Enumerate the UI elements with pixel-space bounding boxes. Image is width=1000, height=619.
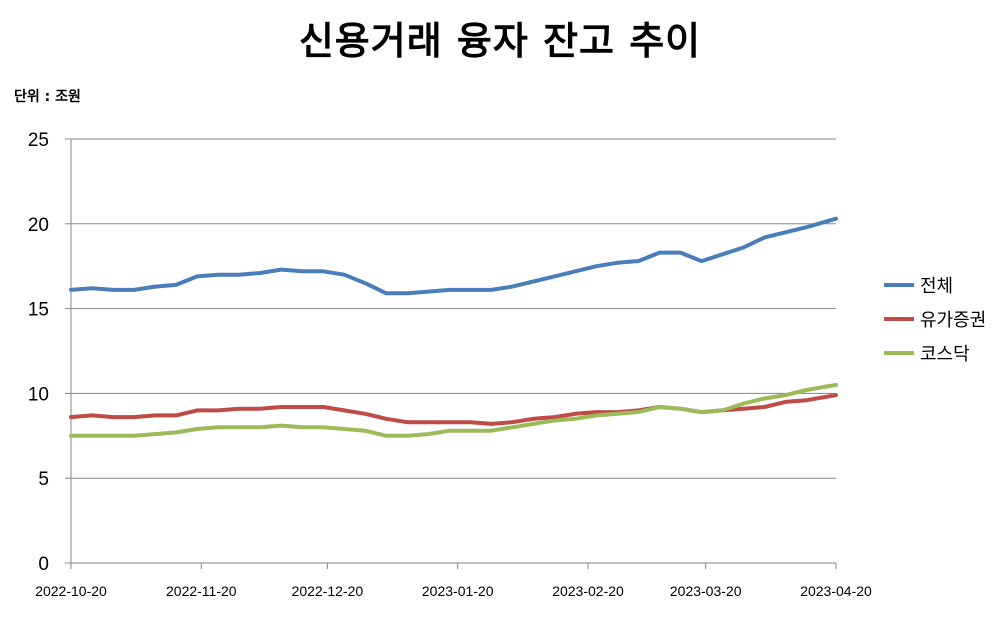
legend: 전체 유가증권 코스닥 (884, 268, 986, 370)
series-lines (69, 216, 838, 438)
chart-title: 신용거래 융자 잔고 추이 (298, 19, 702, 63)
unit-label: 단위 : 조원 (14, 89, 81, 105)
legend-swatch-kosdaq (884, 351, 914, 355)
legend-item-kosdaq: 코스닥 (884, 336, 986, 370)
y-tick-label: 15 (28, 300, 49, 321)
legend-item-total: 전체 (884, 268, 986, 302)
legend-item-kospi: 유가증권 (884, 302, 986, 336)
x-tick-label: 2023-03-20 (670, 583, 742, 599)
x-tick-label: 2023-01-20 (422, 583, 494, 599)
x-tick-label: 2022-12-20 (292, 583, 364, 599)
y-tick-label: 20 (28, 215, 49, 236)
y-tick-label: 0 (38, 554, 49, 575)
y-tick-label: 25 (28, 130, 49, 151)
x-tick-label: 2023-02-20 (552, 583, 624, 599)
x-tick-label: 2022-10-20 (35, 583, 107, 599)
y-tick-label: 10 (28, 384, 49, 405)
y-tick-label: 5 (38, 469, 49, 490)
legend-swatch-kospi (884, 317, 914, 321)
legend-swatch-total (884, 283, 914, 287)
x-tick-label: 2022-11-20 (166, 583, 237, 599)
series-line-2 (69, 382, 838, 438)
x-tick-label: 2023-04-20 (800, 583, 872, 599)
legend-label-kospi: 유가증권 (920, 310, 987, 331)
axes (65, 138, 837, 569)
legend-label-total: 전체 (920, 276, 954, 297)
gridlines (71, 138, 836, 479)
legend-label-kosdaq: 코스닥 (920, 344, 970, 365)
tick-labels: 0 5 10 15 20 25 2022-10-20 2022-11-20 2022-12-20… (28, 130, 872, 599)
series-line-0 (69, 216, 838, 296)
